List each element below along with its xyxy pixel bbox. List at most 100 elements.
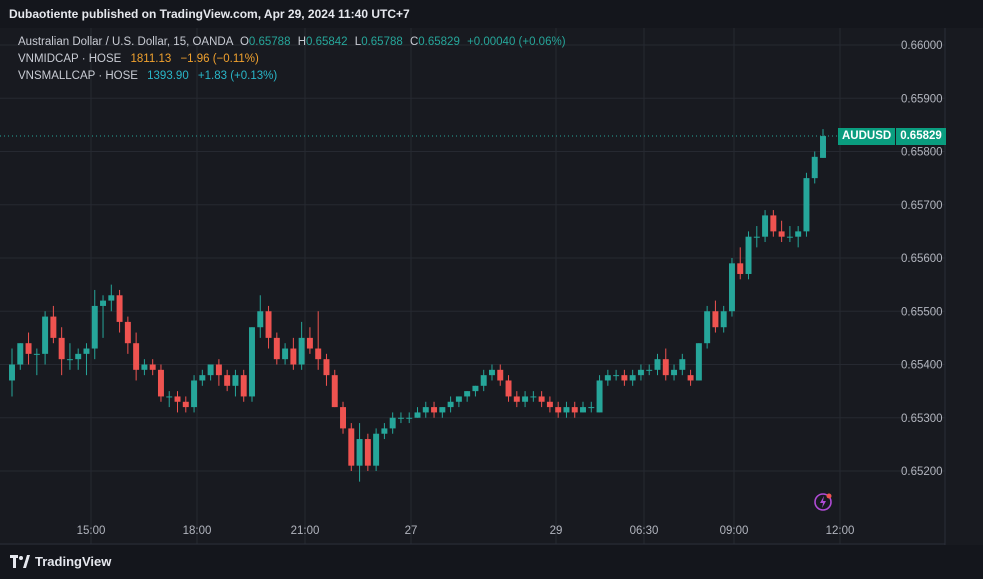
candle-up [191, 380, 198, 408]
candle-down [364, 439, 371, 466]
price-tick-label: 0.65500 [901, 306, 943, 318]
candle-up [414, 412, 421, 418]
candle-down [348, 428, 355, 466]
price-tick-label: 0.66000 [901, 40, 943, 52]
price-axis[interactable]: 0.66000 0.65900 0.65800 0.65700 0.65600 0.655… [901, 40, 943, 478]
candle-up [695, 343, 702, 381]
candle-up [472, 385, 479, 392]
candle-up [199, 375, 206, 381]
candle-up [356, 439, 363, 466]
candle-up [42, 316, 49, 354]
candle-down [116, 295, 123, 322]
candle-up [646, 369, 653, 371]
candle-up [679, 359, 686, 370]
grid-lines [0, 28, 945, 544]
legend-high: 0.65842 [306, 36, 348, 48]
legend-low: 0.65788 [361, 36, 403, 48]
legend-vnsmallcap[interactable]: VNSMALLCAP · HOSE 1393.90 +1.83 (+0.13%) [18, 68, 566, 85]
candle-up [654, 359, 661, 370]
time-tick-label: 06:30 [630, 525, 659, 537]
legend-vnmidcap[interactable]: VNMIDCAP · HOSE 1811.13 −1.96 (−0.11%) [18, 51, 566, 68]
time-tick-label: 21:00 [291, 525, 320, 537]
candle-down [240, 375, 247, 397]
candle-up [580, 407, 586, 413]
candle-down [25, 343, 32, 354]
candle-up [762, 215, 769, 237]
candle-up [704, 311, 711, 344]
time-tick-label: 29 [550, 525, 563, 537]
candle-up [17, 343, 24, 365]
candle-up [100, 300, 107, 306]
legend-open: 0.65788 [248, 36, 291, 48]
lightning-icon[interactable] [813, 492, 833, 512]
candle-up [522, 396, 529, 402]
price-tick-label: 0.65300 [901, 413, 943, 425]
tradingview-brand[interactable]: TradingView [10, 554, 111, 569]
legend: Australian Dollar / U.S. Dollar, 15, OAN… [18, 34, 566, 85]
candle-down [546, 401, 553, 408]
price-tick-label: 0.65900 [901, 93, 943, 105]
candlestick-chart[interactable]: 0.66000 0.65900 0.65800 0.65700 0.65600 0.655… [0, 28, 983, 545]
candle-down [174, 396, 181, 402]
candle-down [290, 348, 297, 365]
price-tag-symbol: AUDUSD [838, 127, 896, 145]
legend-main: Australian Dollar / U.S. Dollar, 15, OAN… [18, 34, 566, 51]
candle-up [795, 231, 802, 237]
candle-down [431, 407, 438, 413]
candle-down [621, 375, 628, 381]
candle-up [373, 433, 380, 466]
price-tick-label: 0.65600 [901, 253, 943, 265]
candle-down [497, 369, 504, 381]
candle-up [637, 369, 644, 376]
candle-up [75, 353, 82, 360]
candle-down [273, 337, 280, 360]
legend-l-label: L [354, 36, 362, 48]
candle-down [149, 364, 156, 370]
candle-up [406, 417, 413, 419]
brand-label: TradingView [35, 554, 112, 569]
footer: TradingView [0, 545, 983, 579]
candle-up [720, 311, 727, 328]
candle-up [811, 156, 818, 179]
candle-down [124, 321, 131, 344]
candle-down [538, 396, 545, 402]
candle-up [389, 417, 396, 429]
candle-down [513, 396, 520, 402]
candle-down [505, 380, 512, 397]
last-price-tag: AUDUSD 0.65829 [838, 127, 946, 145]
legend-mid-change: −1.96 (−0.11%) [180, 53, 259, 65]
candle-up [464, 391, 471, 397]
candle-up [439, 407, 446, 413]
legend-small-value: 1393.90 [147, 70, 189, 82]
candle-up [820, 136, 826, 158]
candle-down [571, 407, 578, 413]
candle-down [323, 359, 330, 376]
candle-up [489, 369, 495, 376]
candle-down [182, 401, 189, 408]
candle-down [778, 231, 785, 237]
legend-main-change: +0.00040 (+0.06%) [467, 36, 566, 48]
candle-up [232, 375, 239, 386]
price-tick-label: 0.65400 [901, 360, 943, 372]
time-axis[interactable]: 15:00 18:00 21:00 27 29 06:30 09:00 12:00 [77, 525, 855, 537]
candle-up [753, 236, 760, 238]
price-tick-label: 0.65200 [901, 466, 943, 478]
price-tick-label: 0.65800 [901, 147, 943, 159]
legend-mid-name: VNMIDCAP · HOSE [18, 53, 122, 65]
candle-up [166, 396, 173, 398]
candles [9, 129, 826, 482]
candle-down [224, 375, 231, 386]
time-tick-label: 09:00 [720, 525, 749, 537]
candle-up [455, 396, 462, 402]
candle-up [786, 236, 793, 238]
time-tick-label: 15:00 [77, 525, 106, 537]
legend-o-label: O [239, 36, 249, 48]
tradingview-logo-icon [10, 555, 30, 568]
legend-h-label: H [297, 36, 306, 48]
time-tick-label: 18:00 [183, 525, 212, 537]
candle-down [662, 359, 669, 376]
legend-small-name: VNSMALLCAP · HOSE [18, 70, 138, 82]
candle-up [108, 295, 115, 301]
candle-down [555, 407, 562, 413]
chart-area[interactable]: 0.66000 0.65900 0.65800 0.65700 0.65600 0.655… [0, 28, 983, 545]
